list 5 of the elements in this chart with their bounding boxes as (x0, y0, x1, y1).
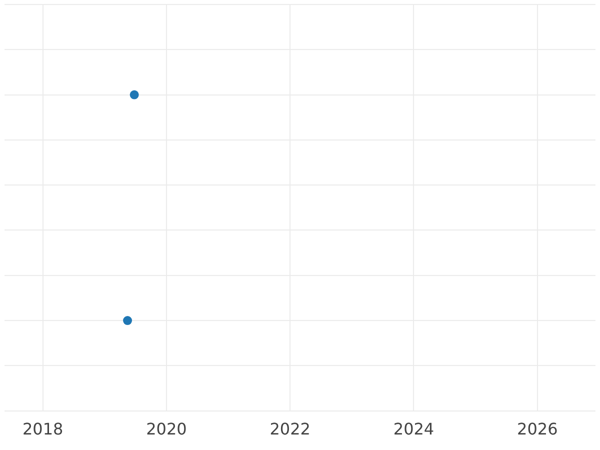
x-tick-label: 2026 (517, 420, 558, 439)
x-tick-label: 2022 (270, 420, 310, 439)
x-tick-label: 2018 (22, 420, 64, 439)
x-tick-label: 2020 (146, 420, 187, 439)
x-tick-label: 2024 (393, 420, 434, 439)
